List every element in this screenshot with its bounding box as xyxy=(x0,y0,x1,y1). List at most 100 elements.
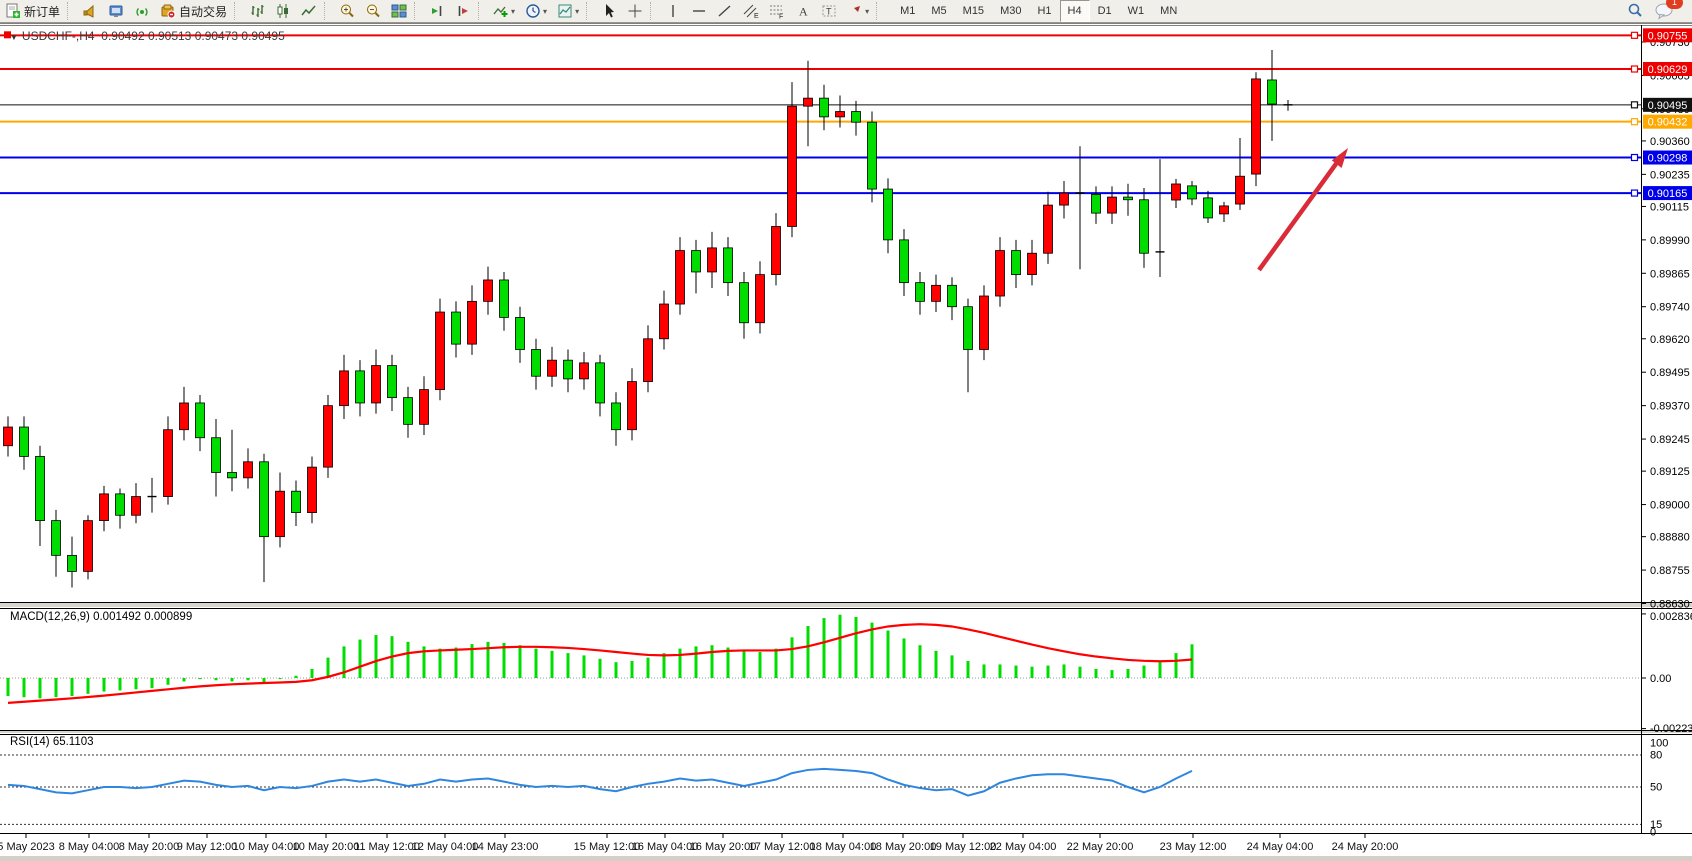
macd-histogram-bar xyxy=(854,616,858,678)
rsi-tick-label: 15 xyxy=(1650,819,1662,831)
macd-histogram-bar xyxy=(934,650,938,678)
macd-histogram-bar xyxy=(438,648,442,678)
auto-scroll-icon xyxy=(432,6,442,16)
arrows-tool-button[interactable]: ▾ xyxy=(843,0,873,22)
text-label-button[interactable]: T xyxy=(817,0,841,22)
bar-chart-button[interactable] xyxy=(245,0,269,22)
indicators-button[interactable]: ▾ xyxy=(489,0,519,22)
price-tick-label: 0.89125 xyxy=(1650,466,1690,478)
time-tick-label: 15 May 12:00 xyxy=(574,841,641,853)
macd-histogram-bar xyxy=(6,678,10,697)
candle-body xyxy=(1123,196,1133,201)
chart-canvas[interactable]: 0.907300.906050.904800.903600.902350.901… xyxy=(0,24,1692,857)
cursor-button[interactable] xyxy=(597,0,621,22)
price-badge-label: 0.90165 xyxy=(1648,188,1688,200)
timeframe-button-h4[interactable]: H4 xyxy=(1059,0,1090,22)
candle-body xyxy=(227,472,237,479)
time-tick-label: 8 May 20:00 xyxy=(119,841,180,853)
time-axis[interactable]: 5 May 2023 8 May 04:00 8 May 20:009 May 12… xyxy=(0,833,1398,853)
line-chart-button[interactable] xyxy=(297,0,321,22)
trendline-button[interactable] xyxy=(713,0,737,22)
arrows-tool-icon xyxy=(850,6,861,16)
candle-body xyxy=(787,105,797,227)
tile-windows-button[interactable] xyxy=(387,0,411,22)
price-tick-label: 0.88755 xyxy=(1650,565,1690,577)
autotrading-button[interactable]: 自动交易 xyxy=(156,0,231,22)
timeframe-button-m15[interactable]: M15 xyxy=(962,5,985,17)
price-badge-0.90755 xyxy=(1643,28,1692,43)
signals-button[interactable] xyxy=(130,0,154,22)
candle-body xyxy=(1219,205,1229,215)
periods-button[interactable]: ▾ xyxy=(521,0,551,22)
signals-icon xyxy=(136,8,148,16)
chart-symbol-period: USDCHF-,H4 xyxy=(21,29,95,43)
candle-body xyxy=(963,306,973,350)
price-tick-label: 0.88630 xyxy=(1650,598,1690,610)
time-tick-label: 16 May 20:00 xyxy=(690,841,757,853)
vertical-line-button[interactable] xyxy=(661,0,685,22)
time-tick-label: 5 May 2023 xyxy=(0,841,55,853)
candle-body xyxy=(179,402,189,431)
macd-histogram-bar xyxy=(950,655,954,678)
zoom-out-button[interactable] xyxy=(361,0,385,22)
price-line-anchor xyxy=(1630,31,1639,39)
fibonacci-button[interactable]: F xyxy=(765,0,789,22)
text-button[interactable]: A xyxy=(791,0,815,22)
macd-histogram-bar xyxy=(630,661,634,678)
macd-indicator-label: MACD(12,26,9) 0.001492 0.000899 xyxy=(10,611,193,623)
candlestick-chart-button[interactable] xyxy=(271,0,295,22)
timeframe-button-d1[interactable]: D1 xyxy=(1097,5,1112,17)
candle-body xyxy=(979,295,989,350)
new-order-button[interactable]: 新订单 xyxy=(1,0,64,22)
trend-arrow-annotation[interactable] xyxy=(1257,148,1348,272)
chevron-down-icon: ▾ xyxy=(543,6,548,16)
toolbar-separator xyxy=(586,2,594,20)
search-button[interactable] xyxy=(1622,0,1648,22)
timeframe-button-mn[interactable]: MN xyxy=(1160,5,1178,17)
candle-body xyxy=(1107,196,1117,214)
candle-body xyxy=(1203,197,1213,219)
macd-histogram-bar xyxy=(486,641,490,678)
zoom-out-icon xyxy=(367,4,380,18)
macd-histogram-bar xyxy=(54,678,58,698)
zoom-in-button[interactable] xyxy=(335,0,359,22)
timeframe-button-h1[interactable]: H1 xyxy=(1037,5,1052,17)
toolbar-separator xyxy=(67,2,75,20)
profiles-button[interactable] xyxy=(104,0,128,22)
timeframe-button-w1[interactable]: W1 xyxy=(1127,5,1145,17)
macd-histogram-bar xyxy=(966,661,970,678)
price-lines[interactable] xyxy=(0,31,1641,197)
candle-body xyxy=(403,397,413,425)
candle-body xyxy=(387,365,397,399)
equidistant-channel-button[interactable]: E xyxy=(739,0,763,22)
price-badge-label: 0.90298 xyxy=(1648,153,1688,165)
auto-scroll-button[interactable] xyxy=(425,0,449,22)
chat-button[interactable]: 1 xyxy=(1650,0,1683,22)
time-tick-label: 23 May 12:00 xyxy=(1160,841,1227,853)
panel-splitter[interactable] xyxy=(0,731,1692,733)
timeframe-button-m30[interactable]: M30 xyxy=(1000,5,1022,17)
svg-text:F: F xyxy=(779,14,783,20)
crosshair-button[interactable] xyxy=(623,0,647,22)
time-tick-label: 24 May 20:00 xyxy=(1332,841,1399,853)
timeframe-button-m1[interactable]: M1 xyxy=(900,5,916,17)
candle-body xyxy=(3,426,13,447)
candle-body xyxy=(611,402,621,431)
alerts-button[interactable] xyxy=(78,0,102,22)
price-badge-label: 0.90432 xyxy=(1648,117,1688,129)
candle-body xyxy=(563,359,573,380)
templates-icon xyxy=(558,4,572,18)
horizontal-line-button[interactable] xyxy=(687,0,711,22)
price-tick-label: 0.88880 xyxy=(1650,532,1690,544)
macd-histogram-bar xyxy=(742,650,746,678)
time-tick-label: 22 May 04:00 xyxy=(990,841,1057,853)
templates-button[interactable]: ▾ xyxy=(553,0,583,22)
panel-splitter[interactable] xyxy=(0,603,1692,607)
candlestick-chart-icon xyxy=(277,4,289,18)
candle-body xyxy=(419,389,429,425)
chart-shift-button[interactable] xyxy=(451,0,475,22)
timeframe-button-m5[interactable]: M5 xyxy=(931,5,947,17)
candle-body xyxy=(1171,183,1181,201)
window-bottom-edge xyxy=(0,856,1692,861)
tile-windows-icon xyxy=(391,4,407,18)
